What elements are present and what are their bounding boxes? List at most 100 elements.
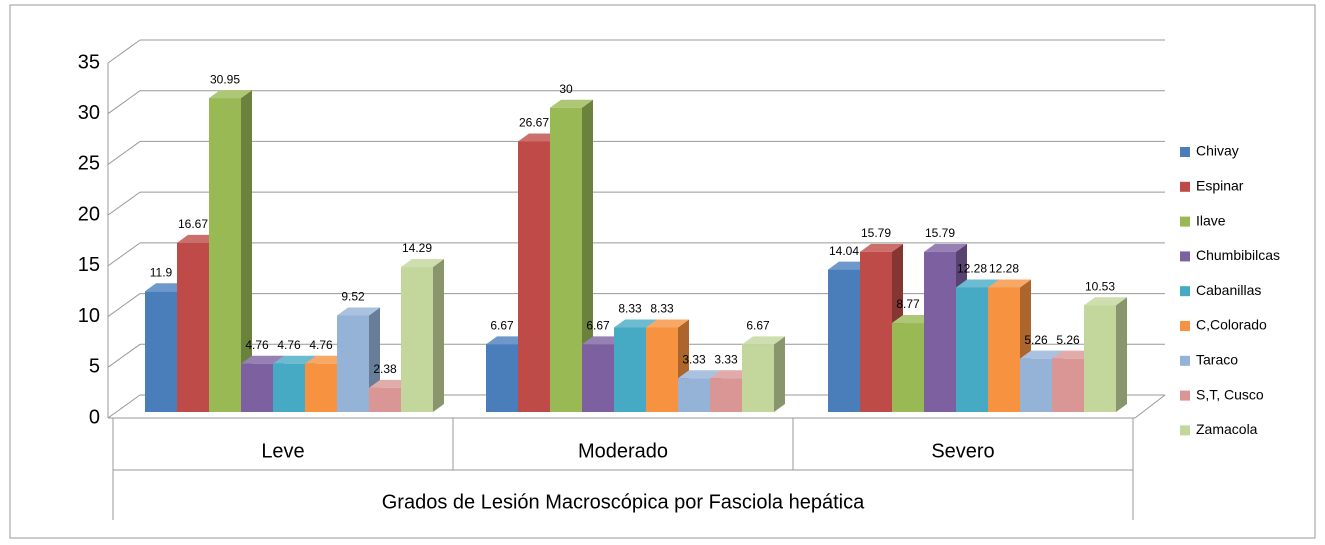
bar: [678, 378, 710, 412]
bar: [273, 363, 305, 412]
data-label: 14.29: [402, 241, 432, 255]
bar-top: [924, 243, 967, 252]
bar: [742, 344, 774, 412]
bar: [177, 242, 209, 412]
data-label: 3.33: [682, 352, 706, 366]
bar: [337, 315, 369, 412]
bar-top: [1020, 350, 1063, 359]
data-label: 30: [559, 82, 573, 96]
data-label: 16.67: [178, 217, 208, 231]
bar-top: [401, 259, 444, 268]
bar: [924, 251, 956, 412]
y-tick-label: 0: [89, 406, 100, 428]
legend-swatch: [1180, 216, 1190, 227]
bar: [1020, 358, 1052, 412]
data-label: 4.76: [309, 338, 333, 352]
data-label: 2.38: [373, 362, 397, 376]
legend-label: Zamacola: [1196, 421, 1258, 437]
data-label: 12.28: [957, 262, 987, 276]
y-tick-label: 30: [78, 102, 100, 124]
bar-top: [614, 319, 657, 328]
grid-diag: [107, 141, 141, 165]
data-label: 6.67: [490, 319, 514, 333]
grid-diag: [107, 293, 141, 317]
bar-top: [209, 90, 252, 99]
bar: [518, 141, 550, 413]
legend-label: Chumbibilcas: [1196, 247, 1280, 263]
data-label: 4.76: [245, 338, 269, 352]
bar-top: [550, 99, 593, 108]
data-label: 12.28: [989, 262, 1019, 276]
legend-label: Ilave: [1196, 212, 1226, 228]
bar-top: [988, 279, 1031, 288]
data-label: 26.67: [519, 116, 549, 130]
bar-side: [433, 259, 444, 412]
bar-side: [774, 336, 785, 412]
legend-swatch: [1180, 355, 1190, 366]
data-label: 11.9: [150, 265, 173, 279]
bar-top: [1084, 297, 1127, 306]
bar: [614, 327, 646, 412]
bar: [646, 327, 678, 412]
grid-diag: [107, 394, 141, 419]
bar-top: [646, 319, 689, 328]
x-tick-label: Leve: [261, 440, 304, 462]
legend-label: S,T, Cusco: [1196, 386, 1264, 402]
bar-top: [678, 370, 721, 379]
bar: [145, 291, 177, 412]
data-label: 8.33: [650, 302, 674, 316]
bar-side: [582, 99, 593, 412]
bar: [550, 107, 582, 412]
grid-diag: [107, 343, 141, 368]
bar: [860, 251, 892, 412]
data-label: 5.26: [1056, 333, 1080, 347]
y-tick-label: 35: [78, 51, 100, 73]
legend-swatch: [1180, 147, 1190, 157]
legend-label: Espinar: [1196, 178, 1244, 194]
legend-swatch: [1180, 181, 1190, 192]
data-label: 15.79: [861, 226, 891, 240]
data-label: 3.33: [714, 352, 738, 366]
floor-side: [1134, 394, 1166, 419]
bar: [1084, 305, 1116, 412]
y-tick-label: 15: [78, 254, 100, 276]
x-axis-title: Grados de Lesión Macroscópica por Fascio…: [382, 491, 865, 513]
data-label: 5.26: [1024, 333, 1048, 347]
bar: [828, 269, 860, 412]
legend-swatch: [1180, 425, 1190, 436]
bar: [369, 387, 401, 412]
bar: [209, 98, 241, 412]
bar-side: [241, 90, 252, 412]
bar: [241, 363, 273, 412]
legend-swatch: [1180, 251, 1190, 262]
legend-swatch: [1180, 286, 1190, 297]
bar-top: [860, 243, 903, 252]
bar-top: [742, 336, 785, 345]
bar: [582, 344, 614, 412]
bar: [401, 267, 433, 412]
data-label: 30.95: [210, 72, 240, 86]
legend-label: Chivay: [1196, 143, 1239, 159]
bar: [486, 344, 518, 412]
data-label: 4.76: [277, 338, 301, 352]
data-label: 15.79: [925, 226, 955, 240]
x-tick-label: Severo: [931, 440, 994, 462]
bar-top: [273, 355, 316, 364]
data-label: 8.77: [896, 297, 920, 311]
legend-label: C,Colorado: [1196, 317, 1267, 333]
grid-diag: [107, 191, 141, 216]
data-label: 6.67: [586, 319, 610, 333]
bar: [988, 287, 1020, 412]
legend-label: Taraco: [1196, 352, 1238, 368]
bar: [956, 287, 988, 412]
bar-side: [1116, 297, 1127, 412]
bar: [305, 363, 337, 412]
y-tick-label: 25: [78, 153, 100, 175]
y-tick-label: 5: [89, 356, 100, 378]
bar: [710, 378, 742, 412]
data-label: 6.67: [746, 319, 770, 333]
bar-top: [956, 279, 999, 288]
bar-top: [241, 355, 284, 364]
bar: [892, 323, 924, 412]
